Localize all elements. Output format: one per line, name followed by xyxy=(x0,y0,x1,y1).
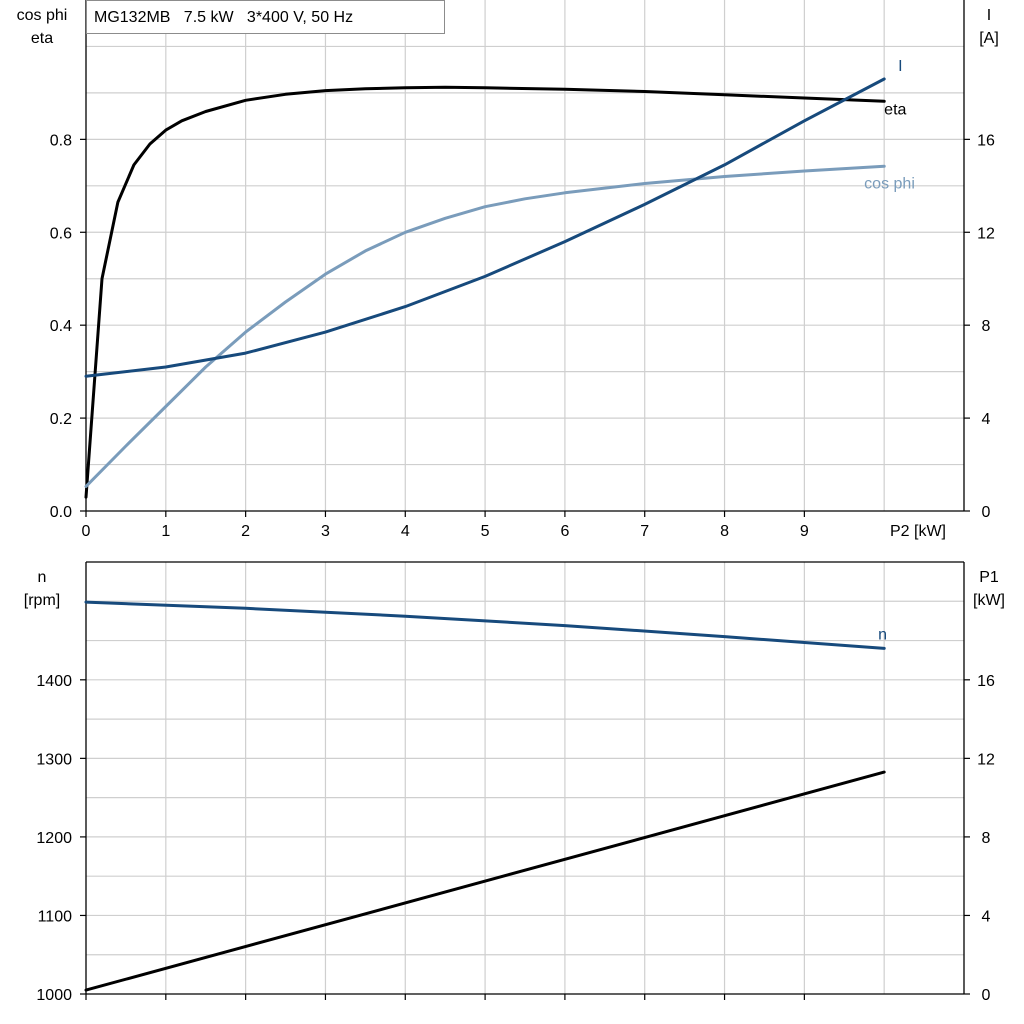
y-right-axis-title: I xyxy=(987,7,991,24)
x-tick-label: 3 xyxy=(321,523,330,540)
y-right-tick-label: 12 xyxy=(977,225,995,242)
chart-panel-1: 1000 1100 1200 1300 1400 0 4 8 12 16 n [rpm] P1 [kW] n xyxy=(24,561,1005,1004)
x-tick-label: 9 xyxy=(800,523,809,540)
grid-lines xyxy=(86,562,964,994)
y-right-tick-label: 8 xyxy=(982,318,991,335)
y-left-tick-label: 0.8 xyxy=(50,132,72,149)
y-right-tick-label: 12 xyxy=(977,751,995,768)
x-axis-label: P2 [kW] xyxy=(890,523,946,540)
y-right-tick-label: 4 xyxy=(982,411,991,428)
y-right-tick-label: 0 xyxy=(982,504,991,521)
title-box-border xyxy=(86,0,445,34)
series-line-1-1 xyxy=(84,770,886,992)
x-tick-label: 7 xyxy=(640,523,649,540)
y-right-tick-label: 4 xyxy=(982,908,991,925)
y-left-tick-label: 1200 xyxy=(36,830,72,847)
y-right-axis-title: [A] xyxy=(979,30,999,47)
y-left-tick-label: 0.6 xyxy=(50,225,72,242)
y-left-tick-label: 1000 xyxy=(36,987,72,1004)
y-left-tick-label: 0.0 xyxy=(50,504,72,521)
x-tick-label: 2 xyxy=(241,523,250,540)
x-tick-label: 4 xyxy=(401,523,410,540)
y-left-axis-title: [rpm] xyxy=(24,592,60,609)
chart-panel-0: 0 1 2 3 4 5 6 7 8 9 P2 [kW]0.00.20.40.60.80481216c… xyxy=(17,0,999,540)
series-label: n xyxy=(878,626,887,643)
y-right-tick-label: 8 xyxy=(982,830,991,847)
y-left-tick-label: 0.4 xyxy=(50,318,72,335)
x-tick-label: 5 xyxy=(481,523,490,540)
chart-title-box: MG132MB 7.5 kW 3*400 V, 50 Hz xyxy=(86,0,445,34)
y-left-axis-title: n xyxy=(38,569,47,586)
grid-lines xyxy=(86,0,964,511)
y-right-tick-label: 16 xyxy=(977,673,995,690)
series-line-i xyxy=(84,77,886,378)
series-line-n xyxy=(84,600,886,650)
y-left-tick-label: 1400 xyxy=(36,673,72,690)
y-right-axis-title: [kW] xyxy=(973,592,1005,609)
x-tick-label: 1 xyxy=(161,523,170,540)
series-label: cos phi xyxy=(864,175,915,192)
series-line-eta xyxy=(84,85,886,499)
series-line-cos-phi xyxy=(84,164,886,488)
y-left-tick-label: 0.2 xyxy=(50,411,72,428)
series-label: eta xyxy=(884,101,906,118)
y-left-axis-title: cos phi xyxy=(17,7,68,24)
y-right-tick-label: 0 xyxy=(982,987,991,1004)
x-tick-label: 6 xyxy=(560,523,569,540)
y-left-tick-label: 1100 xyxy=(38,908,73,925)
y-left-axis-title: eta xyxy=(31,30,53,47)
series-label: I xyxy=(898,58,902,75)
chart-title: MG132MB 7.5 kW 3*400 V, 50 Hz xyxy=(94,9,353,26)
y-left-tick-label: 1300 xyxy=(36,751,72,768)
y-right-tick-label: 16 xyxy=(977,132,995,149)
x-tick-label: 0 xyxy=(82,523,91,540)
y-right-axis-title: P1 xyxy=(979,569,999,586)
x-tick-label: 8 xyxy=(720,523,729,540)
